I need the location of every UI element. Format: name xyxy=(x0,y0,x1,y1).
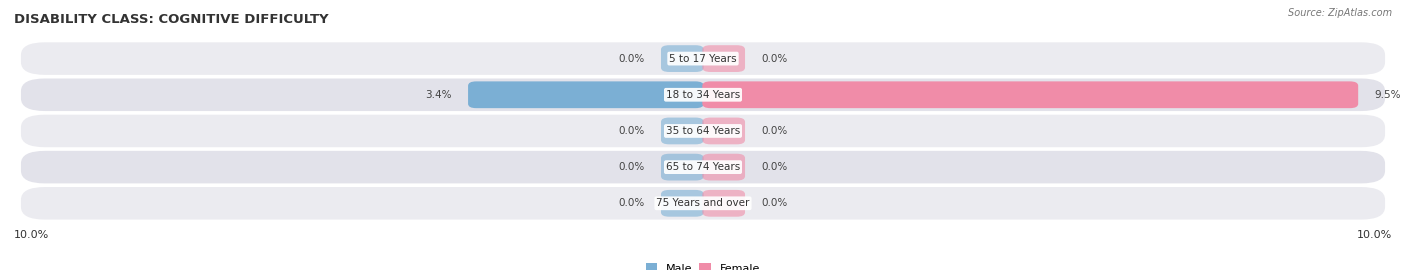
FancyBboxPatch shape xyxy=(21,115,1385,147)
Text: 35 to 64 Years: 35 to 64 Years xyxy=(666,126,740,136)
FancyBboxPatch shape xyxy=(703,81,1358,108)
FancyBboxPatch shape xyxy=(661,154,703,181)
Text: 10.0%: 10.0% xyxy=(1357,230,1392,241)
Text: 0.0%: 0.0% xyxy=(619,53,644,64)
Text: 0.0%: 0.0% xyxy=(762,126,787,136)
Text: 18 to 34 Years: 18 to 34 Years xyxy=(666,90,740,100)
FancyBboxPatch shape xyxy=(21,79,1385,111)
Text: Source: ZipAtlas.com: Source: ZipAtlas.com xyxy=(1288,8,1392,18)
Text: 0.0%: 0.0% xyxy=(762,53,787,64)
FancyBboxPatch shape xyxy=(703,190,745,217)
Text: 10.0%: 10.0% xyxy=(14,230,49,241)
Legend: Male, Female: Male, Female xyxy=(647,263,759,270)
Text: 0.0%: 0.0% xyxy=(762,162,787,172)
Text: 65 to 74 Years: 65 to 74 Years xyxy=(666,162,740,172)
FancyBboxPatch shape xyxy=(703,117,745,144)
Text: 5 to 17 Years: 5 to 17 Years xyxy=(669,53,737,64)
FancyBboxPatch shape xyxy=(661,190,703,217)
Text: 9.5%: 9.5% xyxy=(1375,90,1402,100)
Text: 75 Years and over: 75 Years and over xyxy=(657,198,749,208)
FancyBboxPatch shape xyxy=(703,154,745,181)
FancyBboxPatch shape xyxy=(703,45,745,72)
FancyBboxPatch shape xyxy=(21,187,1385,220)
FancyBboxPatch shape xyxy=(661,117,703,144)
Text: 3.4%: 3.4% xyxy=(425,90,451,100)
FancyBboxPatch shape xyxy=(661,45,703,72)
Text: 0.0%: 0.0% xyxy=(619,126,644,136)
Text: 0.0%: 0.0% xyxy=(619,198,644,208)
Text: 0.0%: 0.0% xyxy=(762,198,787,208)
FancyBboxPatch shape xyxy=(468,81,703,108)
FancyBboxPatch shape xyxy=(21,151,1385,183)
Text: 0.0%: 0.0% xyxy=(619,162,644,172)
Text: DISABILITY CLASS: COGNITIVE DIFFICULTY: DISABILITY CLASS: COGNITIVE DIFFICULTY xyxy=(14,13,329,26)
FancyBboxPatch shape xyxy=(21,42,1385,75)
